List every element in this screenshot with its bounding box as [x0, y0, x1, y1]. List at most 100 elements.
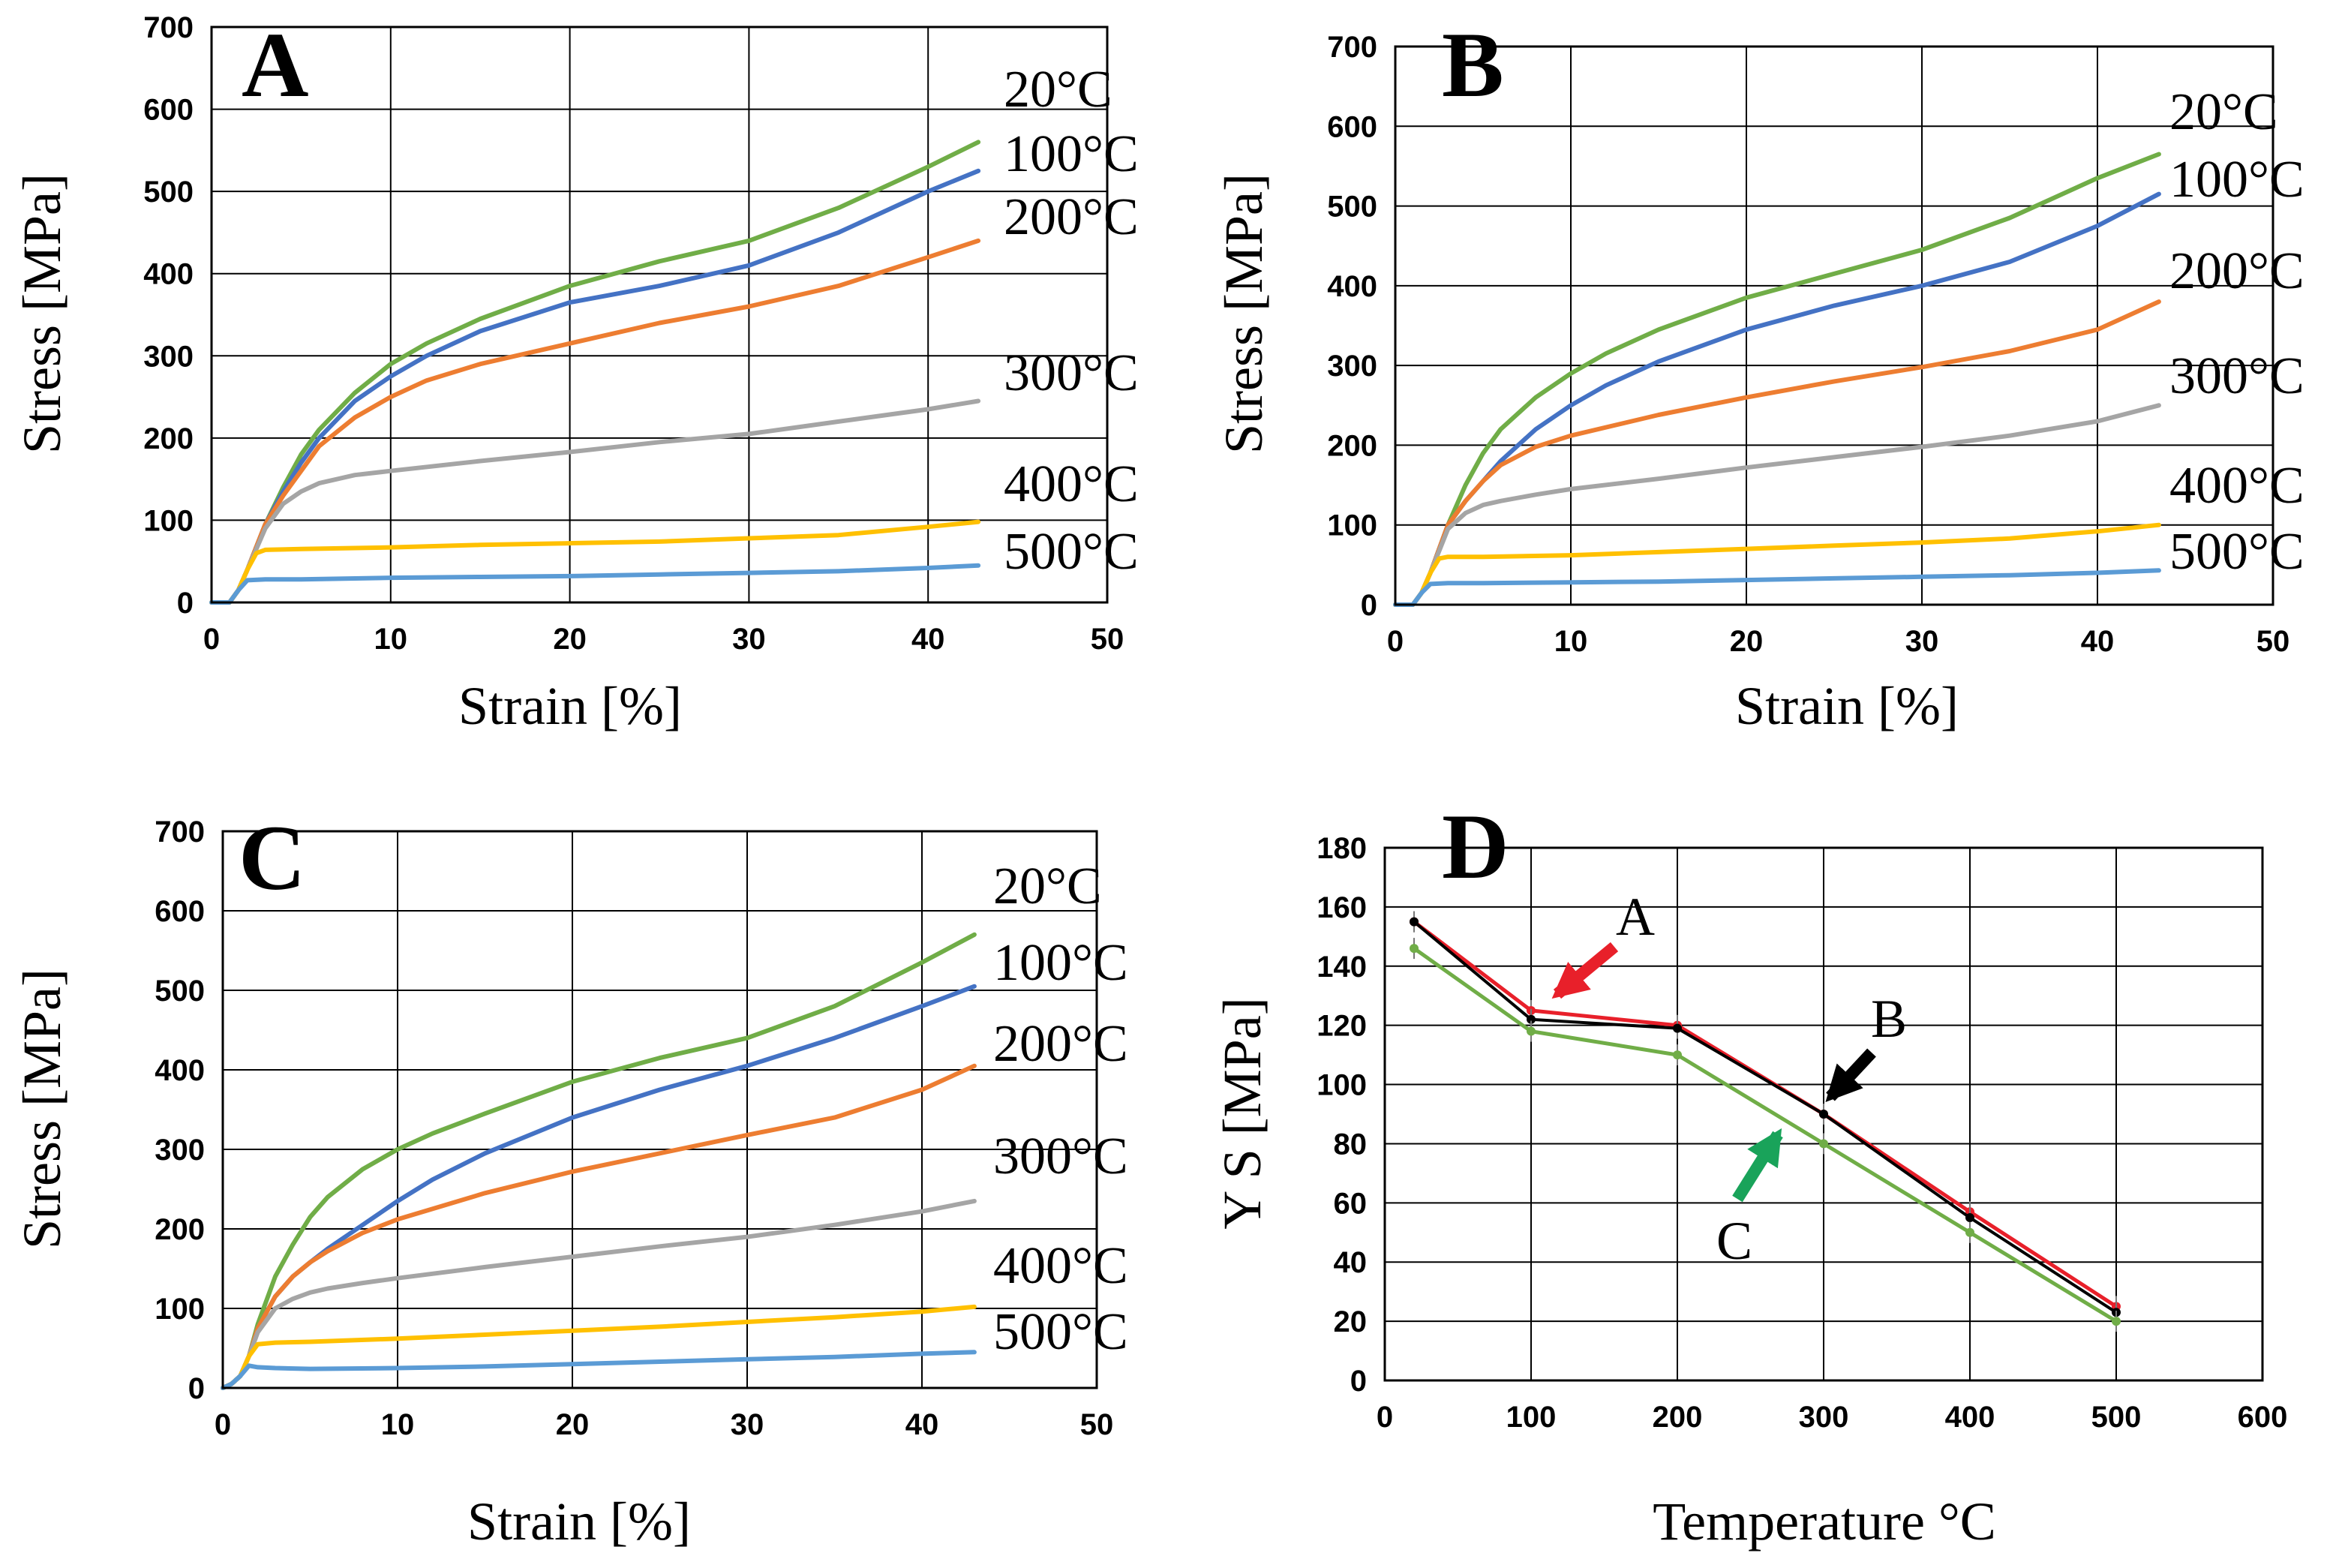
panel-b-x-ticks: 0 10 20 30 40 50	[1387, 625, 2289, 658]
panel-c-x-tick-label: 40	[905, 1408, 939, 1441]
panel-a-series-label: 200°C	[1004, 188, 1139, 246]
panel-c-y-tick-label: 0	[188, 1372, 205, 1405]
panel-c-series	[221, 932, 977, 1390]
panel-a-x-tick-label: 20	[553, 623, 587, 656]
panel-c-y-tick-label: 600	[155, 895, 205, 928]
panel-a-series-label: 20°C	[1004, 61, 1112, 119]
panel-c-y-axis-label: Stress [MPa]	[12, 969, 72, 1249]
panel-d-plot-area	[1383, 846, 2264, 1382]
panel-b-x-axis-label: Strain [%]	[1735, 676, 1959, 736]
panel-b: 0 10 20 30 40 50 0 100 200 300 400 500 600 700 20°C 1…	[1214, 14, 2304, 736]
panel-b-y-tick-label: 0	[1361, 589, 1377, 622]
panel-b-series-label: 200°C	[2169, 242, 2304, 300]
panel-b-plot-area	[1394, 45, 2274, 606]
arrow-b-icon	[1825, 1048, 1876, 1103]
panel-a-y-tick-label: 700	[143, 11, 194, 44]
panel-c-series-label: 20°C	[993, 858, 1102, 915]
panel-a-y-tick-label: 400	[143, 258, 194, 291]
panel-b-series-line	[1393, 568, 2161, 607]
panel-d-x-tick-label: 0	[1377, 1401, 1393, 1434]
panel-c-grid	[222, 831, 1097, 1389]
panel-c-series-line	[221, 1304, 977, 1390]
panel-a-series-label: 400°C	[1004, 455, 1139, 513]
panel-b-x-tick-label: 0	[1387, 625, 1404, 658]
panel-a-x-tick-label: 10	[374, 623, 408, 656]
panel-a-y-tick-label: 200	[143, 422, 194, 455]
panel-d-data-point	[1410, 944, 1419, 954]
panel-d-y-tick-label: 120	[1317, 1010, 1367, 1043]
panel-c-series-labels: 20°C 100°C 200°C 300°C 400°C 500°C	[993, 858, 1128, 1361]
panel-c: 0 10 20 30 40 50 0 100 200 300 400 500 600 700 20°C 1…	[12, 807, 1128, 1551]
panel-c-series-label: 100°C	[993, 934, 1128, 992]
panel-c-series-label: 400°C	[993, 1237, 1128, 1295]
panel-d-x-tick-label: 400	[1945, 1401, 1995, 1434]
panel-a-x-tick-label: 40	[911, 623, 945, 656]
panel-b-y-tick-label: 200	[1327, 429, 1377, 462]
panel-d-data-point	[1965, 1227, 1974, 1237]
panel-a-x-ticks: 0 10 20 30 40 50	[203, 623, 1124, 656]
panel-d-data-point	[1410, 917, 1419, 927]
panel-a-letter: A	[242, 14, 309, 116]
panel-b-series-label: 400°C	[2169, 457, 2304, 515]
panel-b-series-label: 300°C	[2169, 347, 2304, 405]
panel-b-y-tick-label: 600	[1327, 110, 1377, 143]
panel-c-x-tick-label: 20	[556, 1408, 590, 1441]
panel-c-x-tick-label: 30	[731, 1408, 764, 1441]
panel-b-series	[1393, 152, 2161, 607]
panel-c-y-tick-label: 100	[155, 1293, 205, 1326]
panel-a-y-tick-label: 300	[143, 340, 194, 373]
panel-d-x-tick-label: 300	[1799, 1401, 1849, 1434]
panel-c-x-axis-label: Strain [%]	[467, 1491, 691, 1551]
panel-b-x-tick-label: 50	[2256, 625, 2290, 658]
panel-c-x-tick-label: 10	[381, 1408, 415, 1441]
panel-d-series	[1410, 911, 2121, 1332]
panel-d-x-tick-label: 600	[2238, 1401, 2288, 1434]
panel-d-y-tick-label: 80	[1334, 1128, 1368, 1161]
panel-a-y-tick-label: 600	[143, 94, 194, 127]
panel-d-y-axis-label: Y S [MPa]	[1212, 997, 1272, 1229]
panel-d-letter: D	[1442, 795, 1509, 898]
panel-d-data-point	[1673, 1050, 1682, 1060]
panel-a-grid	[211, 26, 1108, 603]
panel-d-data-point	[2112, 1317, 2121, 1326]
panel-c-y-tick-label: 300	[155, 1134, 205, 1167]
panel-c-series-label: 500°C	[993, 1303, 1128, 1361]
panel-c-y-tick-label: 200	[155, 1213, 205, 1246]
panel-b-y-tick-label: 700	[1327, 31, 1377, 64]
panel-a-series-label: 100°C	[1004, 125, 1139, 183]
panel-d-y-tick-label: 100	[1317, 1069, 1367, 1102]
panel-d-y-tick-label: 160	[1317, 891, 1367, 924]
panel-b-letter: B	[1442, 14, 1504, 116]
panel-a-series-label: 300°C	[1004, 344, 1139, 402]
panel-b-series-label: 500°C	[2169, 523, 2304, 581]
panel-a-series-line	[209, 563, 981, 605]
annotation-b: B	[1871, 989, 1907, 1049]
panel-a-y-axis-label: Stress [MPa]	[12, 173, 72, 454]
panel-b-series-line	[1393, 522, 2161, 607]
panel-b-series-line	[1393, 191, 2161, 607]
panel-d-y-tick-label: 60	[1334, 1187, 1368, 1220]
panel-d-x-tick-label: 500	[2091, 1401, 2142, 1434]
panel-c-letter: C	[239, 807, 306, 909]
panel-a-series	[209, 140, 981, 605]
panel-a-x-tick-label: 0	[203, 623, 220, 656]
panel-b-y-tick-label: 300	[1327, 350, 1377, 383]
panel-b-y-ticks: 0 100 200 300 400 500 600 700	[1327, 31, 1377, 622]
panel-c-x-tick-label: 0	[215, 1408, 231, 1441]
panel-a-y-tick-label: 500	[143, 176, 194, 209]
panel-a-y-ticks: 0 100 200 300 400 500 600 700	[143, 11, 194, 620]
panel-b-grid	[1395, 46, 2274, 605]
panel-c-series-line	[221, 932, 977, 1390]
panel-b-series-label: 100°C	[2169, 151, 2304, 209]
panel-d-data-point	[1819, 1110, 1828, 1119]
panel-b-x-tick-label: 10	[1554, 625, 1588, 658]
panel-d-data-point	[1527, 1026, 1536, 1036]
panel-d-y-tick-label: 20	[1334, 1305, 1368, 1338]
panel-b-y-tick-label: 500	[1327, 191, 1377, 224]
panel-c-plot-area	[221, 830, 1098, 1389]
panel-d-x-tick-label: 200	[1653, 1401, 1703, 1434]
panel-a-y-tick-label: 0	[177, 587, 194, 620]
panel-d-data-point	[1527, 1014, 1536, 1024]
